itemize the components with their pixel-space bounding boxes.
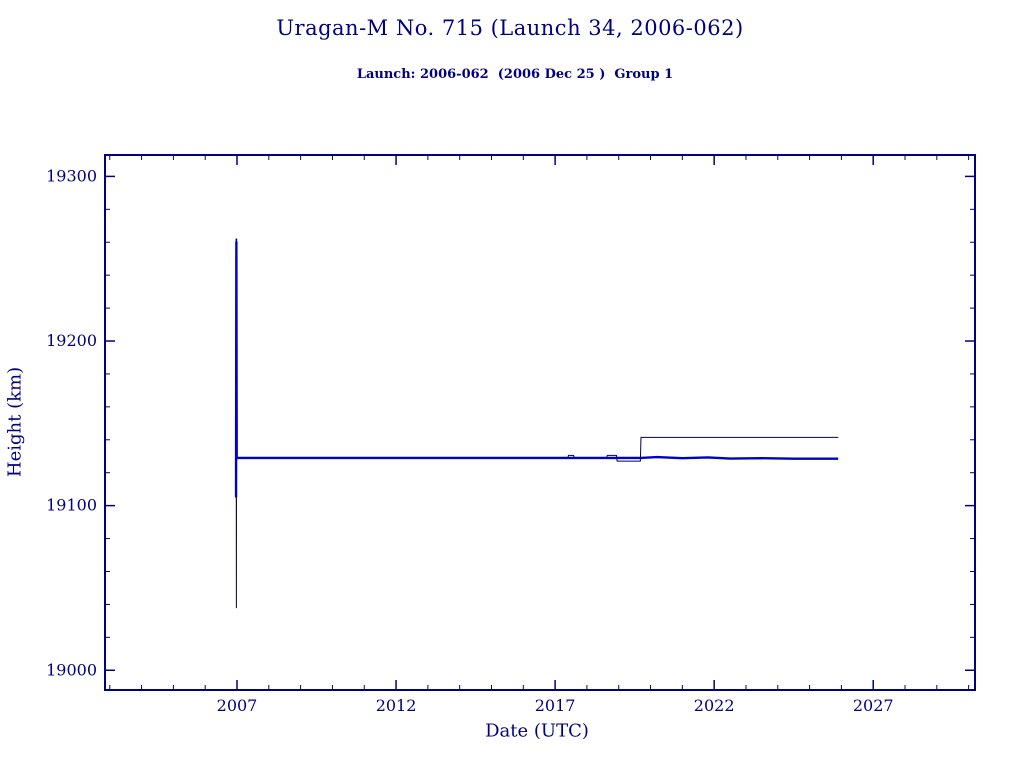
y-tick-label: 19100	[46, 496, 97, 515]
series-mean-height	[234, 241, 839, 498]
plot-frame	[104, 154, 976, 691]
y-tick-label: 19000	[46, 660, 97, 679]
x-tick-label: 2017	[535, 696, 576, 715]
x-tick-label: 2012	[376, 696, 417, 715]
y-tick-label: 19300	[46, 166, 97, 185]
series-osculating-height	[235, 238, 839, 609]
x-tick-label: 2027	[853, 696, 894, 715]
chart-title: Uragan-M No. 715 (Launch 34, 2006-062)	[276, 16, 744, 40]
y-axis-label: Height (km)	[4, 366, 26, 478]
x-tick-label: 2022	[694, 696, 735, 715]
chart-subtitle: Launch: 2006-062 (2006 Dec 25 ) Group 1	[356, 67, 674, 82]
y-tick-label: 19200	[46, 331, 97, 350]
x-axis-label: Date (UTC)	[485, 720, 589, 742]
x-tick-label: 2007	[217, 696, 258, 715]
